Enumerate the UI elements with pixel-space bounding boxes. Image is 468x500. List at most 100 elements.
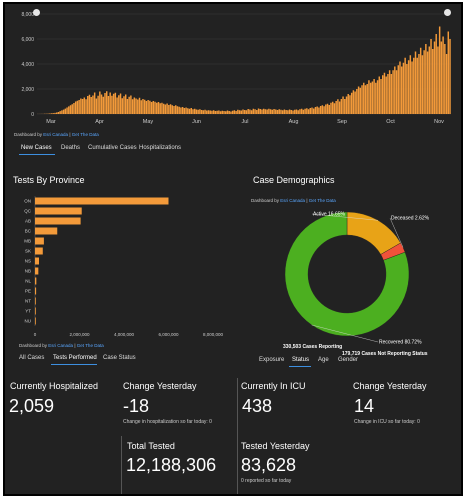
daily-case-bar xyxy=(183,108,186,114)
daily-case-bar xyxy=(432,49,434,114)
daily-case-bar xyxy=(428,46,431,114)
daily-case-bar xyxy=(247,109,249,114)
daily-case-bar xyxy=(171,105,174,114)
daily-case-bar xyxy=(418,54,420,114)
daily-case-bar xyxy=(440,41,443,114)
x-tick-label: 6,000,000 xyxy=(158,332,179,337)
daily-case-bar xyxy=(419,47,422,114)
credit-source-link[interactable]: Esri Canada xyxy=(280,198,306,203)
credit-prefix: Dashboard by xyxy=(14,132,43,137)
daily-case-bar xyxy=(295,109,298,114)
tab-tests-performed[interactable]: Tests Performed xyxy=(53,355,97,361)
daily-case-bar xyxy=(328,105,330,114)
tab-cumulative-cases[interactable]: Cumulative Cases xyxy=(88,145,137,151)
daily-case-bar xyxy=(285,110,287,114)
daily-case-bar xyxy=(100,94,103,114)
credit-source-link[interactable]: Esri Canada xyxy=(48,343,74,348)
icu-change-label: Change Yesterday xyxy=(353,381,427,391)
daily-case-bar xyxy=(114,92,117,114)
credit-data-link[interactable]: Get The Data xyxy=(71,132,99,137)
tab-age[interactable]: Age xyxy=(318,357,329,363)
daily-case-bar xyxy=(107,96,110,114)
daily-case-bar xyxy=(300,108,303,114)
daily-case-bar xyxy=(333,103,336,114)
info-button[interactable] xyxy=(33,9,40,16)
daily-case-bar xyxy=(76,100,79,114)
daily-case-bar xyxy=(352,90,355,114)
tab-case-status[interactable]: Case Status xyxy=(103,355,136,361)
tab-status[interactable]: Status xyxy=(292,357,310,363)
daily-case-bar xyxy=(314,107,317,114)
daily-case-bar xyxy=(425,44,427,114)
province-bar xyxy=(35,307,36,315)
daily-case-bar xyxy=(369,82,372,114)
province-chart-title: Tests By Province xyxy=(13,175,85,185)
daily-case-bar xyxy=(359,87,362,114)
tab-all-cases[interactable]: All Cases xyxy=(19,355,45,361)
daily-case-bar xyxy=(93,92,96,114)
daily-case-bar xyxy=(371,81,374,114)
province-bar xyxy=(35,277,37,285)
daily-case-bar xyxy=(387,74,389,114)
case-status-donut-chart: Active 16.65% Deceased 2.62% Recovered 80.… xyxy=(284,212,430,344)
daily-case-bar xyxy=(399,61,401,114)
daily-case-bar xyxy=(350,92,353,114)
province-label: NS xyxy=(25,259,31,264)
x-tick-label: Oct xyxy=(386,119,395,125)
demographics-credit: Dashboard by Esri Canada | Get The Data xyxy=(251,198,336,203)
daily-case-bar xyxy=(225,111,227,114)
daily-new-cases-chart: 0 2,000 4,000 6,000 8,000 Mar Apr May Jun Jul Aug S… xyxy=(21,12,451,125)
daily-case-bar xyxy=(145,101,148,114)
daily-case-bar xyxy=(242,109,244,114)
info-button-right[interactable] xyxy=(444,9,451,16)
credit-prefix: Dashboard by xyxy=(251,198,280,203)
daily-case-bar xyxy=(409,55,412,114)
daily-case-bar xyxy=(276,110,279,114)
province-bar xyxy=(35,227,58,235)
credit-data-link[interactable]: Get The Data xyxy=(308,198,336,203)
credit-data-link[interactable]: Get The Data xyxy=(76,343,104,348)
daily-case-bar xyxy=(404,57,406,114)
daily-case-bar xyxy=(49,113,51,114)
daily-case-bar xyxy=(126,99,129,114)
tab-deaths[interactable]: Deaths xyxy=(61,145,81,151)
daily-case-bar xyxy=(382,75,384,114)
daily-case-bar xyxy=(262,108,265,114)
daily-case-bar xyxy=(340,99,343,114)
daily-case-bar xyxy=(118,95,120,114)
daily-case-bar xyxy=(299,109,301,114)
daily-case-bar xyxy=(159,103,161,114)
daily-case-bar xyxy=(85,99,87,114)
x-tick-label: 4,000,000 xyxy=(114,332,135,337)
province-label: PE xyxy=(25,289,31,294)
daily-case-bar xyxy=(256,110,258,114)
daily-case-bar xyxy=(395,70,398,114)
x-tick-label: Jun xyxy=(192,119,201,125)
tab-exposure[interactable]: Exposure xyxy=(259,357,285,363)
y-tick-label: 2,000 xyxy=(21,87,34,93)
province-bar xyxy=(35,297,36,305)
credit-source-link[interactable]: Esri Canada xyxy=(43,132,69,137)
daily-case-bar xyxy=(116,97,118,114)
daily-case-bar xyxy=(133,97,136,114)
y-tick-label: 4,000 xyxy=(21,62,34,68)
tab-new-cases[interactable]: New Cases xyxy=(21,145,52,151)
daily-case-bar xyxy=(376,80,379,114)
tab-gender[interactable]: Gender xyxy=(338,357,359,363)
daily-case-bar xyxy=(380,79,382,114)
daily-case-bar xyxy=(92,95,94,114)
daily-case-bar xyxy=(311,107,313,114)
dashboard: 0 2,000 4,000 6,000 8,000 Mar Apr May Jun Jul Aug S… xyxy=(3,2,463,496)
daily-case-bar xyxy=(149,100,151,114)
daily-case-bar xyxy=(206,110,208,114)
daily-case-bar xyxy=(147,100,149,114)
tab-hospitalizations[interactable]: Hospitalizations xyxy=(139,145,182,151)
daily-case-bar xyxy=(313,108,315,114)
daily-case-bar xyxy=(64,108,67,114)
daily-case-bar xyxy=(230,111,232,114)
province-bar xyxy=(35,257,40,265)
daily-case-bar xyxy=(309,108,312,114)
daily-case-bar xyxy=(233,110,236,114)
daily-case-bar xyxy=(302,109,305,114)
daily-case-bar xyxy=(268,108,270,114)
